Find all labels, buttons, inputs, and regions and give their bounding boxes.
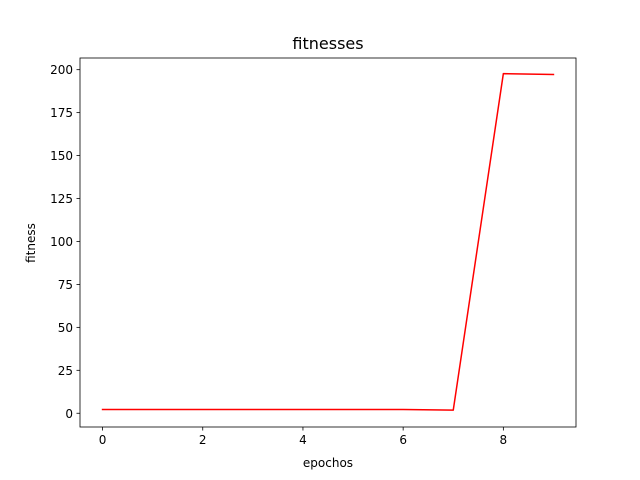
chart-title: fitnesses [292,34,363,53]
y-tick-label: 100 [50,235,73,249]
x-tick-label: 8 [500,433,508,447]
series-line-0 [101,72,555,411]
x-tick-label: 2 [199,433,207,447]
y-tick-label: 25 [58,364,73,378]
y-axis-label: fitness [24,223,38,263]
y-tick-label: 50 [58,321,73,335]
y-tick-label: 125 [50,192,73,206]
y-tick-label: 0 [65,407,73,421]
y-tick-label: 75 [58,278,73,292]
x-axis-label: epochos [303,456,353,470]
plot-frame [79,57,577,428]
x-tick-label: 6 [399,433,407,447]
y-tick-label: 150 [50,149,73,163]
x-tick-label: 0 [99,433,107,447]
y-tick-label: 175 [50,106,73,120]
plot-area: 0 2 4 6 8 0 25 50 75 100 125 150 175 200 [50,57,577,447]
x-tick-label: 4 [299,433,307,447]
y-tick-label: 200 [50,63,73,77]
